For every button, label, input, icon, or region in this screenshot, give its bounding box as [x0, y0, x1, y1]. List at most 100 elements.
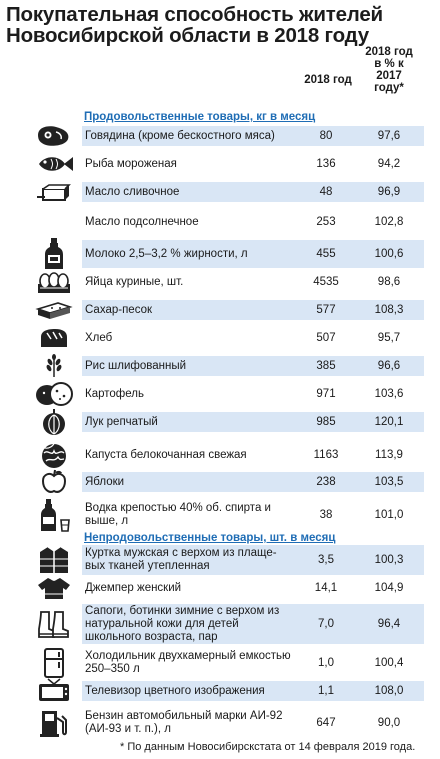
table-row: Холодильник двухкамерный емкостью 250–35…: [82, 648, 424, 678]
row-value-2018: 455: [316, 247, 336, 260]
row-value-percent: 98,6: [377, 275, 401, 288]
bread-icon: [32, 322, 76, 354]
table-row: Лук репчатый 985 120,1: [82, 412, 424, 432]
fridge-icon: [32, 642, 76, 684]
table-row: Капуста белокочанная свежая 1163 113,9: [82, 444, 424, 466]
row-value-2018: 14,1: [314, 581, 338, 594]
row-value-2018: 985: [316, 415, 336, 428]
eggs-icon: [32, 266, 76, 298]
row-label: Рис шлифованный: [85, 359, 187, 372]
row-value-percent: 95,7: [377, 331, 401, 344]
table-row: Водка крепостью 40% об. спирта и выше, л…: [82, 500, 424, 530]
table-row: Джемпер женский 14,1 104,9: [82, 578, 424, 598]
row-value-2018: 7,0: [318, 617, 334, 630]
meat-icon: [32, 120, 76, 152]
jacket-icon: [32, 539, 76, 581]
row-value-percent: 108,3: [374, 303, 404, 316]
row-value-percent: 108,0: [374, 684, 404, 697]
row-value-2018: 507: [316, 331, 336, 344]
row-value-2018: 577: [316, 303, 336, 316]
row-value-2018: 48: [319, 185, 333, 198]
tv-icon: [32, 675, 76, 707]
row-value-2018: 647: [316, 716, 336, 729]
row-label: Масло подсолнечное: [85, 215, 199, 228]
row-value-percent: 100,3: [374, 553, 404, 566]
row-value-percent: 97,6: [377, 129, 401, 142]
row-value-2018: 1,0: [318, 656, 334, 669]
row-label: Сахар-песок: [85, 303, 153, 316]
table-row: Рис шлифованный 385 96,6: [82, 356, 424, 376]
table-row: Картофель 971 103,6: [82, 384, 424, 404]
row-value-2018: 80: [319, 129, 333, 142]
milk-bottle-icon: [32, 234, 76, 274]
row-label: Хлеб: [85, 331, 113, 344]
row-value-percent: 96,6: [377, 359, 401, 372]
row-value-2018: 3,5: [318, 553, 334, 566]
table-row: Телевизор цветного изображения 1,1 108,0: [82, 681, 424, 701]
row-value-percent: 96,9: [377, 185, 401, 198]
column-header-percent: 2018 год в % к 2017 году*: [365, 46, 413, 94]
row-label: Сапоги, ботинки зимние с верхом из натур…: [85, 604, 280, 643]
table-row: Яйца куриные, шт. 4535 98,6: [82, 272, 424, 292]
row-label: Телевизор цветного изображения: [85, 684, 265, 697]
row-value-2018: 385: [316, 359, 336, 372]
boots-icon: [32, 598, 76, 650]
fish-icon: [32, 148, 76, 180]
row-label: Холодильник двухкамерный емкостью 250–35…: [85, 650, 291, 675]
apple-icon: [32, 466, 76, 498]
table-row: Сахар-песок 577 108,3: [82, 300, 424, 320]
potato-icon: [32, 378, 76, 410]
row-value-percent: 113,9: [375, 448, 403, 461]
footnote: * По данным Новосибирскстата от 14 февра…: [120, 741, 416, 753]
row-value-percent: 100,6: [374, 247, 404, 260]
section-nonfood-header: Непродовольственные товары, шт. в месяц: [84, 532, 336, 544]
row-label: Водка крепостью 40% об. спирта и выше, л: [85, 502, 271, 527]
row-label: Капуста белокочанная свежая: [85, 448, 247, 461]
row-label: Куртка мужская с верхом из плаще-вых тка…: [85, 547, 277, 572]
row-label: Джемпер женский: [85, 581, 182, 594]
row-value-percent: 120,1: [374, 415, 404, 428]
table-row: Яблоки 238 103,5: [82, 472, 424, 492]
row-value-percent: 104,9: [374, 581, 404, 594]
table-row: Молоко 2,5–3,2 % жирности, л 455 100,6: [82, 240, 424, 268]
fuel-pump-icon: [32, 700, 76, 746]
table-row: Масло сливочное 48 96,9: [82, 182, 424, 202]
row-label: Рыба мороженая: [85, 157, 177, 170]
section-food-header: Продовольственные товары, кг в месяц: [84, 111, 316, 123]
table-row: Масло подсолнечное 253 102,8: [82, 212, 424, 232]
table-row: Сапоги, ботинки зимние с верхом из натур…: [82, 604, 424, 644]
row-value-percent: 102,8: [374, 215, 404, 228]
page-title: Покупательная способность жителей Новоси…: [6, 3, 383, 47]
row-value-percent: 90,0: [377, 716, 401, 729]
row-value-percent: 96,4: [377, 617, 401, 630]
table-row: Рыба мороженая 136 94,2: [82, 154, 424, 174]
table-row: Куртка мужская с верхом из плаще-вых тка…: [82, 545, 424, 575]
row-label: Яйца куриные, шт.: [85, 275, 184, 288]
row-value-2018: 253: [316, 215, 336, 228]
row-value-percent: 103,5: [374, 475, 404, 488]
row-value-percent: 94,2: [377, 157, 401, 170]
table-row: Говядина (кроме бескостного мяса) 80 97,6: [82, 126, 424, 146]
row-value-2018: 238: [316, 475, 336, 488]
row-value-percent: 101,0: [374, 508, 404, 521]
row-value-2018: 971: [316, 387, 336, 400]
column-header-2018: 2018 год: [304, 74, 352, 86]
row-label: Бензин автомобильный марки АИ-92 (АИ-93 …: [85, 710, 283, 735]
row-value-percent: 103,6: [374, 387, 404, 400]
row-value-2018: 4535: [313, 275, 339, 288]
onion-icon: [32, 406, 76, 438]
sweater-icon: [32, 572, 76, 604]
row-value-percent: 100,4: [374, 656, 404, 669]
row-label: Картофель: [85, 387, 144, 400]
table-row: Бензин автомобильный марки АИ-92 (АИ-93 …: [82, 706, 424, 740]
row-label: Масло сливочное: [85, 185, 180, 198]
vodka-icon: [32, 494, 76, 536]
row-label: Яблоки: [85, 475, 125, 488]
sugar-icon: [32, 294, 76, 326]
row-label: Молоко 2,5–3,2 % жирности, л: [85, 247, 248, 260]
row-value-2018: 136: [316, 157, 336, 170]
table-row: Хлеб 507 95,7: [82, 328, 424, 348]
row-label: Говядина (кроме бескостного мяса): [85, 129, 275, 142]
rice-icon: [32, 350, 76, 382]
row-label: Лук репчатый: [85, 415, 158, 428]
